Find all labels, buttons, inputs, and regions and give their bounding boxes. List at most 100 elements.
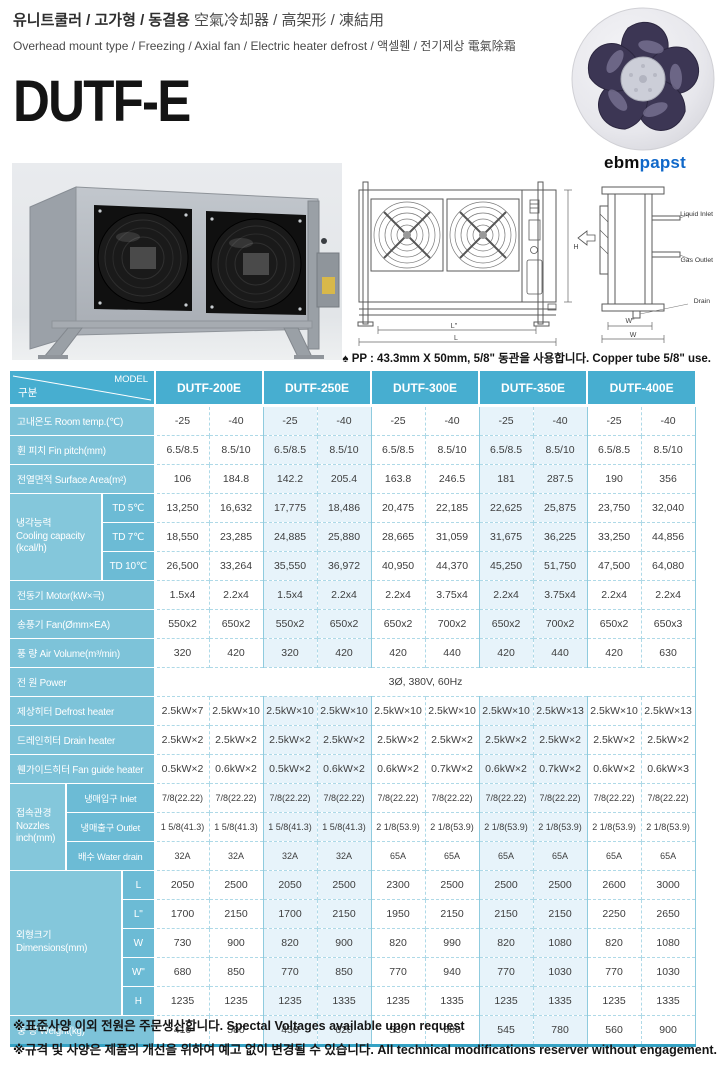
table-cell: 2 1/8(53.9) [370,812,426,842]
table-cell: 990 [424,928,480,958]
table-cell: 1030 [532,957,588,987]
table-row: 전 원 Power 3Ø, 380V, 60Hz [10,667,696,697]
table-cell: 7/8(22.22) [262,783,318,813]
table-cell: 2.5kW×10 [586,696,642,726]
page-header: 유니트쿨러 / 고가형 / 동결용 空氣冷却器 / 高架形 / 凍結用 Over… [13,12,558,135]
table-cell: 0.6kW×2 [478,754,534,784]
table-row: 휀가이드히터 Fan guide heater 0.5kW×2 0.6kW×2 0.5… [10,754,696,784]
table-cell: 2.5kW×13 [640,696,696,726]
sub-row-label: L" [122,899,157,929]
sub-row-label: TD 5℃ [102,493,157,523]
row-label: 휀가이드히터 Fan guide heater [10,754,157,784]
table-cell: 1335 [316,986,372,1016]
table-cell: 23,750 [586,493,642,523]
table-cell: 820 [478,928,534,958]
table-cell: 1335 [532,986,588,1016]
table-cell: 1235 [586,986,642,1016]
table-cell: 650x2 [370,609,426,639]
table-cell: 0.6kW×2 [316,754,372,784]
table-cell: 680 [155,957,209,987]
fan-grill-left [373,201,441,269]
table-cell: 1 5/8(41.3) [155,812,209,842]
table-cell: 2150 [424,899,480,929]
table-row: 중 량 Weight(kg) 410 580 450 620 530 680 545 780 56… [10,1015,696,1044]
table-cell: 1 5/8(41.3) [316,812,372,842]
row-label: 중 량 Weight(kg) [10,1015,157,1044]
table-cell: 44,856 [640,522,696,552]
title-line: 유니트쿨러 / 고가형 / 동결용 空氣冷却器 / 高架形 / 凍結用 [13,12,558,30]
table-cell: 530 [370,1015,426,1044]
table-cell: -25 [370,405,426,436]
table-row: 외형크기 Dimensions(mm) L 2050 2500 2050 2500 2300 2… [10,870,696,1016]
table-cell: 8.5/10 [424,435,480,465]
front-dimensions: L" L H [358,189,579,346]
model-header: DUTF-300E [370,371,480,407]
table-cell: 7/8(22.22) [208,783,264,813]
corner-gubun-label: 구분 [18,387,38,399]
table-cell: 650x2 [586,609,642,639]
table-cell: -40 [424,405,480,436]
table-cell: 410 [155,1015,209,1044]
table-cell: 7/8(22.22) [532,783,588,813]
airflow-arrow-icon [577,230,596,246]
table-cell: 2050 [262,870,318,900]
table-cell: 2.2x4 [370,580,426,610]
dim-l-label: L [454,335,458,342]
table-cell: 630 [640,638,696,668]
table-cell: 23,285 [208,522,264,552]
table-cell: -40 [316,405,372,436]
table-cell: 106 [155,464,209,494]
table-cell: 550x2 [262,609,318,639]
table-row: 풍 량 Air Volume(m³/min) 320 420 320 420 420 440… [10,638,696,668]
table-cell: 40,950 [370,551,426,581]
table-cell: 32A [262,841,318,871]
table-row: TD 7℃ 18,550 23,285 24,885 25,880 28,665 31,05… [10,522,696,552]
fan-product-image [571,7,715,151]
sub-row-label: 배수 Water drain [66,841,157,871]
dim-h-label: H [573,244,578,251]
table-cell: 770 [370,957,426,987]
table-cell: 13,250 [155,493,209,523]
table-cell: 2500 [316,870,372,900]
dim-w-label: W [630,332,637,339]
table-cell: 6.5/8.5 [262,435,318,465]
table-cell: 2.5kW×10 [370,696,426,726]
row-label: 전 원 Power [10,667,157,697]
table-cell: 0.6kW×2 [208,754,264,784]
table-cell: 2.5kW×10 [478,696,534,726]
control-strip [526,199,557,311]
table-cell: 770 [478,957,534,987]
table-cell: 2.5kW×2 [316,725,372,755]
table-cell: 2.5kW×2 [586,725,642,755]
table-cell: 2 1/8(53.9) [640,812,696,842]
group-label: 접속관경 Nozzles inch(mm) [10,783,67,871]
table-cell: 2.5kW×2 [208,725,264,755]
model-header: DUTF-200E [153,371,264,407]
dim-w2-label: W" [625,318,635,325]
table-cell: 2.5kW×10 [316,696,372,726]
table-cell: -25 [155,405,209,436]
model-header: DUTF-250E [262,371,372,407]
table-cell: 2150 [532,899,588,929]
table-cell: 44,370 [424,551,480,581]
photo-fan-left [97,212,189,304]
table-cell: 6.5/8.5 [370,435,426,465]
sub-row-label: TD 10℃ [102,551,157,581]
title-hanja: 空氣冷却器 / 高架形 / 凍結用 [189,12,384,29]
table-cell: 2.5kW×2 [262,725,318,755]
drain-label: Drain [694,298,710,305]
row-label: 송풍기 Fan(Ømm×EA) [10,609,157,639]
table-cell: 246.5 [424,464,480,494]
table-cell: 420 [478,638,534,668]
table-cell: 1335 [424,986,480,1016]
table-cell: 6.5/8.5 [478,435,534,465]
sub-row-label: TD 7℃ [102,522,157,552]
table-cell: 2650 [640,899,696,929]
table-cell: 25,875 [532,493,588,523]
table-cell: 33,250 [586,522,642,552]
table-cell: 650x3 [640,609,696,639]
table-cell: 2.2x4 [208,580,264,610]
row-label: 제상히터 Defrost heater [10,696,157,726]
table-cell: 700x2 [424,609,480,639]
